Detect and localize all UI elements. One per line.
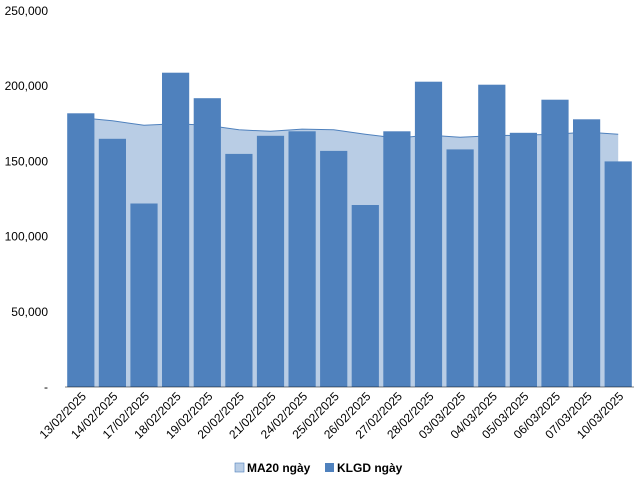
klgd-bar — [98, 138, 126, 387]
ma20-area-fill — [80, 117, 619, 388]
klgd-bar — [225, 153, 253, 387]
ma20-area-layer — [80, 117, 619, 388]
y-tick-label: 150,000 — [5, 154, 49, 168]
klgd-bar — [351, 205, 379, 387]
klgd-bar — [478, 84, 506, 387]
legend-label-klgd: KLGD ngày — [337, 461, 403, 475]
y-tick-label: - — [44, 380, 48, 394]
klgd-bars-layer — [67, 72, 632, 388]
legend-swatch-klgd — [325, 463, 334, 472]
y-tick-label: 100,000 — [5, 230, 49, 244]
klgd-bar — [67, 113, 95, 388]
y-tick-label: 250,000 — [5, 4, 49, 18]
klgd-bar — [604, 161, 632, 387]
legend-swatch-ma20 — [234, 462, 245, 473]
klgd-bar — [446, 149, 474, 387]
klgd-bar — [162, 72, 190, 387]
klgd-bar — [256, 135, 285, 387]
klgd-bar — [320, 150, 348, 387]
klgd-bar — [414, 81, 443, 387]
klgd-bar — [541, 99, 569, 387]
klgd-bar — [509, 132, 537, 387]
y-axis-ticks: - 50,000 100,000 150,000 200,000 250,000 — [5, 4, 49, 394]
legend: MA20 ngày KLGD ngày — [234, 461, 403, 475]
klgd-bar — [130, 203, 158, 387]
y-tick-label: 200,000 — [5, 79, 49, 93]
klgd-bar — [288, 131, 316, 387]
y-tick-label: 50,000 — [11, 305, 48, 319]
klgd-bar — [193, 98, 221, 387]
legend-label-ma20: MA20 ngày — [247, 461, 311, 475]
klgd-bar — [573, 119, 601, 388]
x-axis-ticks: 13/02/202514/02/202517/02/202518/02/2025… — [37, 389, 627, 442]
klgd-bar — [383, 131, 411, 387]
